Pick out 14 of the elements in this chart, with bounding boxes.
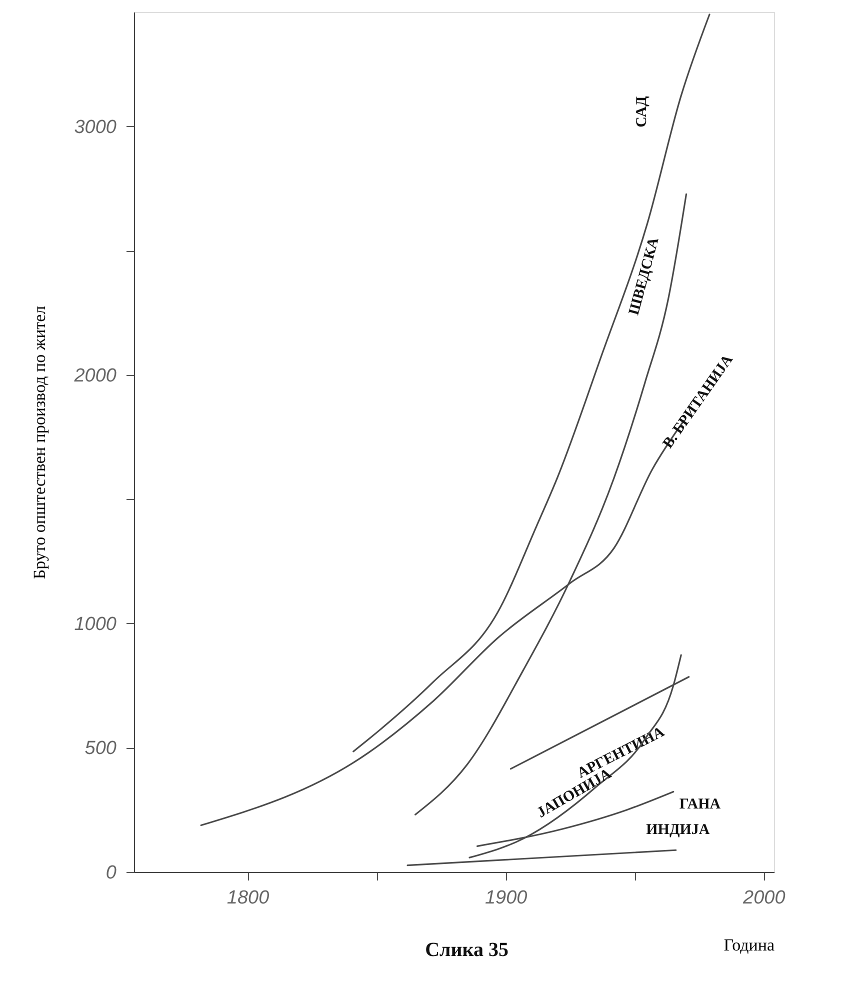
x-tick-label: 1800 (226, 888, 270, 908)
y-tick-label: 1000 (74, 614, 117, 635)
text: Слика 35 (425, 939, 509, 961)
y-tick-label: 0 (106, 862, 117, 884)
x-tick-label: 2000 (742, 888, 786, 908)
x-tick-label: 1900 (484, 888, 528, 908)
y-tick-label: 2000 (73, 365, 117, 386)
text: САД (634, 95, 650, 128)
x-axis-title: Година (724, 936, 775, 954)
y-tick-label: 3000 (74, 116, 117, 138)
y-tick-label: 500 (84, 738, 117, 760)
series-label: ИНДИЈА (646, 822, 710, 838)
y-axis-title: Бруто општествен производ по жител (30, 305, 50, 580)
series-label: ГАНА (679, 796, 721, 813)
